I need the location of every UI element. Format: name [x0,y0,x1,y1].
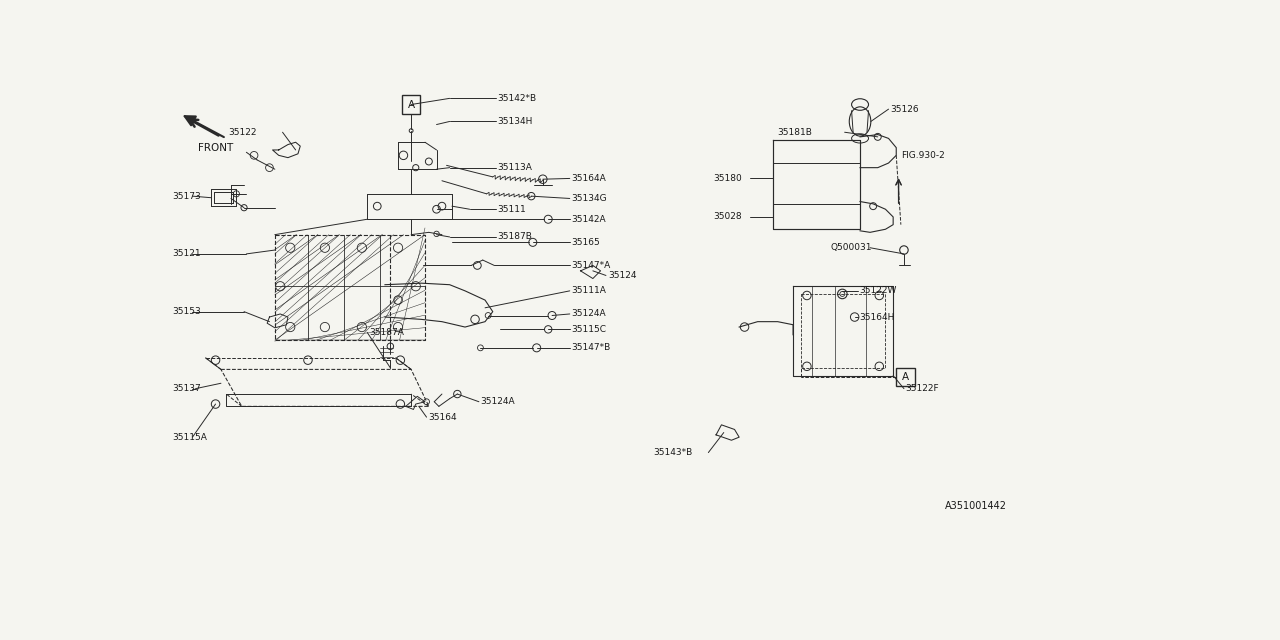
Text: 35113A: 35113A [498,163,532,172]
Text: 35111: 35111 [498,205,526,214]
Text: 35164A: 35164A [571,174,605,183]
Text: 35181B: 35181B [778,128,813,137]
Text: 35142A: 35142A [571,215,605,224]
Text: 35028: 35028 [714,212,742,221]
Text: A: A [902,372,909,382]
Text: 35187A: 35187A [370,328,404,337]
Text: 35187B: 35187B [498,232,532,241]
Bar [896,368,915,387]
Text: 35142*B: 35142*B [498,94,536,103]
Text: 35173: 35173 [173,191,201,201]
Text: 35111A: 35111A [571,286,607,295]
Text: 35122: 35122 [229,128,257,137]
Text: 35153: 35153 [173,307,201,316]
Text: 35147*B: 35147*B [571,343,611,353]
Text: 35115C: 35115C [571,325,607,334]
Text: 35143*B: 35143*B [654,448,692,457]
Text: 35180: 35180 [713,174,742,183]
Text: 35124A: 35124A [480,397,515,406]
Text: 35164H: 35164H [859,312,895,321]
Text: 35122F: 35122F [905,384,940,393]
Text: 35134H: 35134H [498,117,532,126]
Text: FIG.930-2: FIG.930-2 [901,151,945,160]
Text: A351001442: A351001442 [945,502,1007,511]
Text: 35137: 35137 [173,384,201,393]
Text: 35165: 35165 [571,238,600,247]
Text: 35134G: 35134G [571,194,607,203]
Text: A: A [407,99,415,109]
Text: 35147*A: 35147*A [571,261,611,270]
Text: 35122W: 35122W [859,286,897,295]
Text: Q500031: Q500031 [831,243,872,252]
Bar [402,95,420,114]
Text: 35121: 35121 [173,250,201,259]
Text: 35115A: 35115A [173,433,207,442]
Text: 35124A: 35124A [571,310,605,319]
Text: 35124: 35124 [608,271,636,280]
Text: 35164: 35164 [428,413,457,422]
Text: 35126: 35126 [890,104,919,114]
Text: FRONT: FRONT [198,143,233,152]
